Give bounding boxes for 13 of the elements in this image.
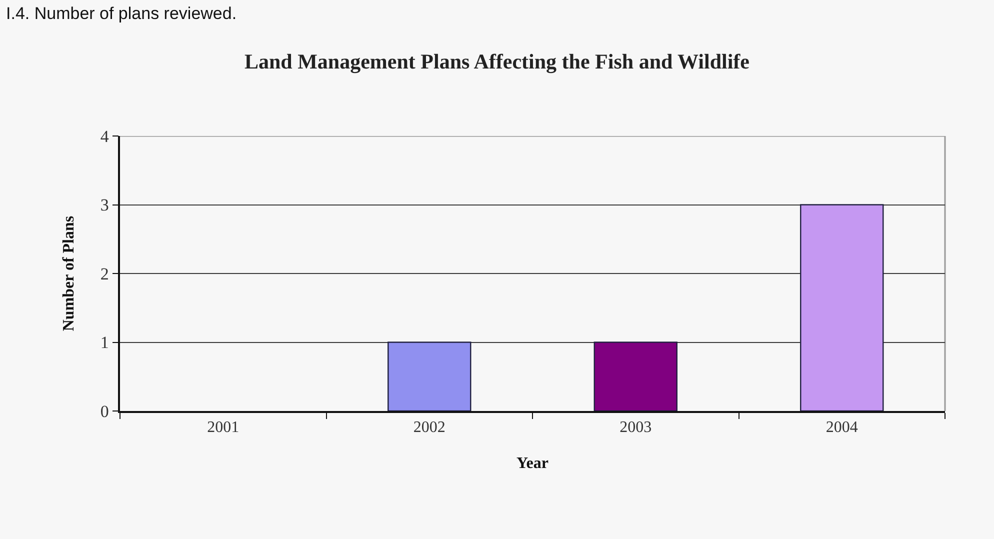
y-tick-label: 1	[100, 333, 109, 352]
x-tick-label: 2001	[207, 418, 240, 436]
x-tick-label: 2002	[413, 418, 446, 436]
x-tick-label: 2004	[826, 418, 858, 436]
y-tick-label: 3	[100, 196, 109, 215]
y-tick-label: 0	[100, 402, 109, 421]
text: I.4. Number of plans reviewed.	[6, 4, 237, 23]
x-tick-label: 2003	[620, 418, 652, 436]
y-axis-title: Number of Plans	[60, 216, 78, 332]
y-tick-label: 4	[100, 126, 110, 146]
chart-title: Land Management Plans Affecting the Fish and Wildlife	[244, 49, 750, 74]
y-tick-label: 2	[100, 264, 109, 284]
x-axis-title: Year	[516, 455, 548, 472]
